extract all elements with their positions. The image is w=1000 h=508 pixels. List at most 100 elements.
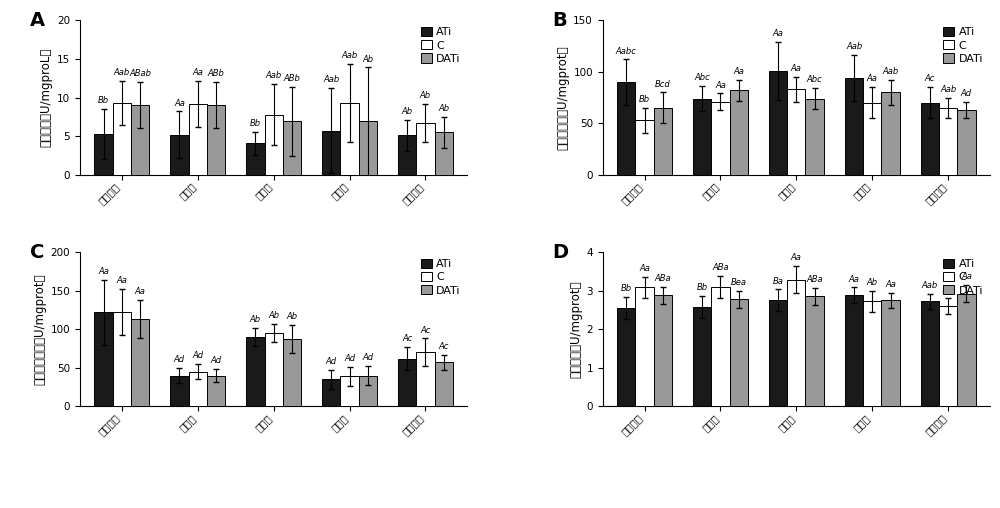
Text: Aab: Aab xyxy=(114,69,130,77)
Text: Aa: Aa xyxy=(867,74,878,83)
Text: Bea: Bea xyxy=(731,278,747,287)
Bar xyxy=(769,300,787,406)
Text: C: C xyxy=(30,243,44,262)
Bar xyxy=(730,299,748,406)
Bar xyxy=(246,143,265,175)
Text: Ab: Ab xyxy=(420,91,431,100)
Text: Abc: Abc xyxy=(694,73,710,82)
Text: Ab: Ab xyxy=(867,278,878,287)
Text: Aab: Aab xyxy=(940,85,956,93)
Text: Aab: Aab xyxy=(846,43,862,51)
Bar xyxy=(359,375,377,406)
Text: Ae: Ae xyxy=(943,285,954,295)
Bar xyxy=(265,114,283,175)
Text: ABb: ABb xyxy=(207,69,224,78)
Text: Aa: Aa xyxy=(98,267,109,276)
Text: Aa: Aa xyxy=(791,253,802,263)
Bar xyxy=(881,92,900,175)
Text: Ab: Ab xyxy=(286,312,297,322)
Bar xyxy=(416,353,435,406)
Text: ABab: ABab xyxy=(129,69,151,78)
Text: ABa: ABa xyxy=(654,274,671,283)
Text: Ad: Ad xyxy=(326,357,337,366)
Text: Ab: Ab xyxy=(402,107,413,116)
Bar xyxy=(435,362,453,406)
Bar xyxy=(787,280,805,406)
Text: Aa: Aa xyxy=(773,29,784,38)
Text: D: D xyxy=(552,243,569,262)
Bar xyxy=(617,82,635,175)
Y-axis label: 丙酮酸激酶（U/mgprot）: 丙酮酸激酶（U/mgprot） xyxy=(556,45,569,150)
Bar xyxy=(654,295,672,406)
Text: Ac: Ac xyxy=(420,326,431,335)
Bar xyxy=(131,105,149,175)
Bar xyxy=(635,288,654,406)
Legend: ATi, C, DATi: ATi, C, DATi xyxy=(419,26,462,65)
Bar xyxy=(921,301,939,406)
Bar xyxy=(322,131,340,175)
Text: Ad: Ad xyxy=(961,89,972,98)
Bar xyxy=(769,71,787,175)
Bar xyxy=(635,120,654,175)
Bar xyxy=(730,90,748,175)
Bar xyxy=(711,102,730,175)
Text: Aab: Aab xyxy=(341,51,358,60)
Bar xyxy=(435,132,453,175)
Bar xyxy=(693,307,711,406)
Text: A: A xyxy=(30,11,45,30)
Text: Ad: Ad xyxy=(210,357,221,365)
Text: Bb: Bb xyxy=(250,119,261,128)
Text: ABa: ABa xyxy=(806,275,823,284)
Bar xyxy=(189,372,207,406)
Text: Aa: Aa xyxy=(135,287,145,296)
Text: Aa: Aa xyxy=(192,68,203,77)
Bar xyxy=(340,376,359,406)
Text: Ac: Ac xyxy=(402,334,412,343)
Text: Ad: Ad xyxy=(192,351,203,360)
Text: Aa: Aa xyxy=(849,275,860,283)
Bar xyxy=(693,99,711,175)
Y-axis label: 肌酸激酶（U/mgprot）: 肌酸激酶（U/mgprot） xyxy=(569,280,582,378)
Bar xyxy=(283,121,301,175)
Bar xyxy=(113,312,131,406)
Bar xyxy=(322,379,340,406)
Bar xyxy=(189,104,207,175)
Text: Bb: Bb xyxy=(621,284,632,293)
Text: Bb: Bb xyxy=(639,95,650,104)
Text: Ad: Ad xyxy=(174,355,185,364)
Text: Ab: Ab xyxy=(268,311,279,320)
Bar xyxy=(863,301,881,406)
Bar xyxy=(94,312,113,406)
Text: Aa: Aa xyxy=(791,64,802,73)
Bar xyxy=(654,108,672,175)
Bar xyxy=(416,123,435,175)
Text: Aa: Aa xyxy=(733,67,744,76)
Text: Aab: Aab xyxy=(882,67,899,76)
Text: Abc: Abc xyxy=(807,75,822,84)
Bar xyxy=(845,78,863,175)
Text: Aa: Aa xyxy=(885,279,896,289)
Text: Ac: Ac xyxy=(439,342,449,351)
Bar xyxy=(881,300,900,406)
Bar xyxy=(94,134,113,175)
Bar xyxy=(617,308,635,406)
Text: ABb: ABb xyxy=(283,74,300,83)
Text: Ab: Ab xyxy=(250,315,261,324)
Bar xyxy=(283,339,301,406)
Text: Aab: Aab xyxy=(922,281,938,290)
Bar xyxy=(787,89,805,175)
Bar xyxy=(398,359,416,406)
Text: Ad: Ad xyxy=(344,354,355,363)
Text: Ac: Ac xyxy=(925,74,935,83)
Bar xyxy=(340,103,359,175)
Text: Aa: Aa xyxy=(174,99,185,108)
Bar xyxy=(265,333,283,406)
Text: ABa: ABa xyxy=(712,263,729,272)
Bar xyxy=(170,375,189,406)
Y-axis label: 己糖糖酶（U/mgproL）: 己糖糖酶（U/mgproL） xyxy=(40,48,53,147)
Text: Ab: Ab xyxy=(438,104,449,113)
Text: Aab: Aab xyxy=(265,71,282,80)
Bar xyxy=(805,296,824,406)
Text: Aabc: Aabc xyxy=(616,47,637,55)
Y-axis label: 葡萄糖酸激酶（U/mgprot）: 葡萄糖酸激酶（U/mgprot） xyxy=(33,273,46,385)
